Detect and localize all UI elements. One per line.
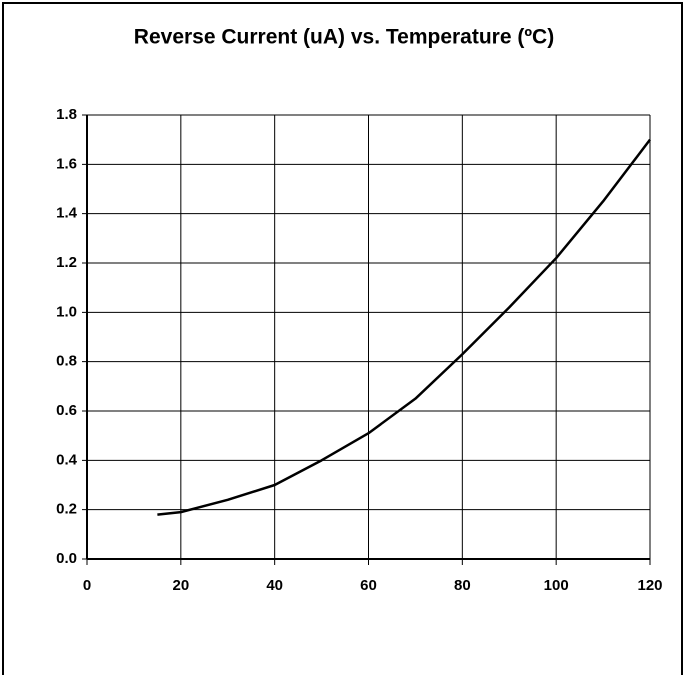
x-tick-label: 60	[360, 577, 377, 594]
y-tick-label: 1.4	[56, 205, 78, 222]
y-tick-label: 0.2	[56, 501, 77, 518]
y-tick-label: 0.4	[56, 451, 78, 468]
y-tick-label: 0.0	[56, 550, 77, 567]
y-tick-label: 0.8	[56, 353, 77, 370]
y-tick-label: 0.6	[56, 402, 77, 419]
x-tick-label: 100	[544, 577, 569, 594]
y-tick-label: 1.6	[56, 155, 77, 172]
x-tick-label: 120	[637, 577, 662, 594]
x-tick-label: 40	[266, 577, 283, 594]
y-tick-label: 1.2	[56, 254, 77, 271]
chart-title: Reverse Current (uA) vs. Temperature (ºC…	[134, 26, 554, 49]
x-tick-label: 80	[454, 577, 471, 594]
x-tick-label: 0	[83, 577, 91, 594]
line-series	[157, 138, 651, 516]
y-tick-label: 1.0	[56, 303, 77, 320]
y-tick-label: 1.8	[56, 106, 77, 123]
x-tick-label: 20	[172, 577, 189, 594]
